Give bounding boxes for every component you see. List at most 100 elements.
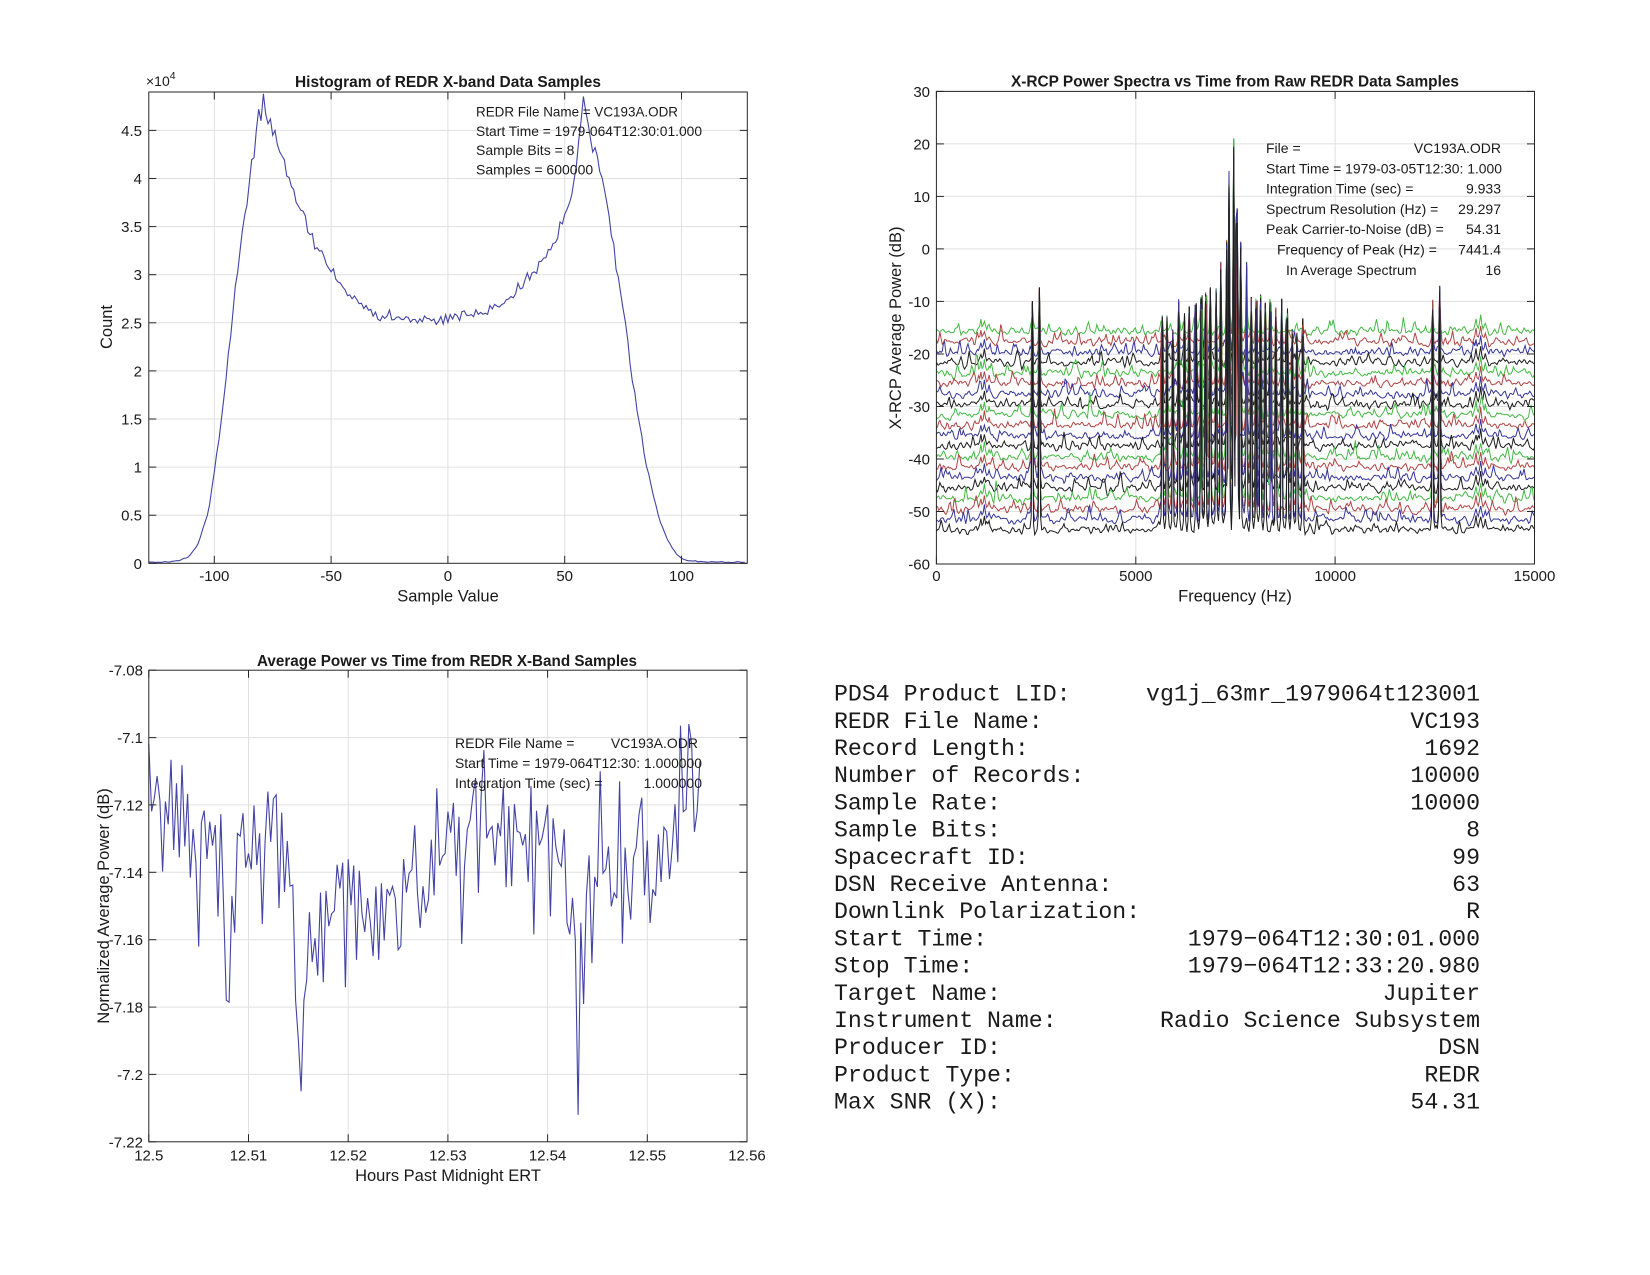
- svg-text:10: 10: [913, 189, 930, 206]
- svg-text:Count: Count: [98, 305, 116, 349]
- svg-text:100: 100: [669, 568, 694, 585]
- svg-text:Start Time = 1979-064T12:30:01: Start Time = 1979-064T12:30:01.000: [476, 123, 702, 139]
- svg-text:1: 1: [134, 460, 142, 477]
- svg-text:REDR: REDR: [1424, 1062, 1480, 1088]
- svg-text:Samples = 600000: Samples = 600000: [476, 161, 593, 177]
- svg-text:Integration Time (sec) =: Integration Time (sec) =: [455, 775, 602, 791]
- svg-text:-7.18: -7.18: [109, 1000, 143, 1017]
- svg-text:Target Name:: Target Name:: [834, 981, 1001, 1007]
- svg-text:Instrument Name:: Instrument Name:: [834, 1008, 1057, 1034]
- svg-text:10000: 10000: [1410, 790, 1480, 816]
- svg-text:54.31: 54.31: [1410, 1090, 1480, 1116]
- svg-text:12.56: 12.56: [728, 1148, 766, 1165]
- svg-text:-7.12: -7.12: [109, 797, 143, 814]
- svg-text:DSN Receive Antenna:: DSN Receive Antenna:: [834, 872, 1112, 898]
- svg-text:VC193: VC193: [1410, 709, 1480, 735]
- svg-text:Product Type:: Product Type:: [834, 1062, 1015, 1088]
- svg-text:Sample Bits:: Sample Bits:: [834, 818, 1001, 844]
- svg-text:3.5: 3.5: [121, 219, 142, 236]
- svg-text:2: 2: [134, 363, 142, 380]
- svg-text:29.297: 29.297: [1458, 201, 1501, 217]
- svg-text:Integration Time (sec) =: Integration Time (sec) =: [1266, 181, 1413, 197]
- svg-text:5000: 5000: [1119, 568, 1152, 585]
- svg-text:Normalized Average Power (dB): Normalized Average Power (dB): [95, 788, 113, 1023]
- svg-text:63: 63: [1452, 872, 1480, 898]
- svg-text:Sample Bits = 8: Sample Bits = 8: [476, 142, 575, 158]
- svg-text:-7.16: -7.16: [109, 932, 143, 949]
- svg-text:VC193A.ODR: VC193A.ODR: [611, 735, 698, 751]
- svg-text:12.54: 12.54: [529, 1148, 567, 1165]
- svg-text:-50: -50: [320, 568, 342, 585]
- svg-text:16: 16: [1485, 262, 1501, 278]
- svg-text:0: 0: [922, 241, 930, 258]
- svg-text:Record Length:: Record Length:: [834, 736, 1029, 762]
- svg-text:0: 0: [932, 568, 940, 585]
- svg-text:4: 4: [134, 171, 142, 188]
- svg-text:0.5: 0.5: [121, 508, 142, 525]
- svg-text:Radio Science Subsystem: Radio Science Subsystem: [1160, 1008, 1480, 1034]
- svg-text:DSN: DSN: [1438, 1035, 1480, 1061]
- svg-text:30: 30: [913, 84, 930, 101]
- svg-text:-10: -10: [908, 294, 930, 311]
- svg-text:-7.22: -7.22: [109, 1134, 143, 1151]
- svg-text:12.53: 12.53: [429, 1148, 467, 1165]
- svg-text:Max SNR (X):: Max SNR (X):: [834, 1090, 1001, 1116]
- svg-text:-7.1: -7.1: [117, 730, 143, 747]
- svg-text:Number of Records:: Number of Records:: [834, 763, 1084, 789]
- svg-text:R: R: [1466, 899, 1480, 925]
- svg-text:Producer ID:: Producer ID:: [834, 1035, 1001, 1061]
- svg-text:15000: 15000: [1514, 568, 1556, 585]
- svg-text:Spacecraft ID:: Spacecraft ID:: [834, 845, 1029, 871]
- svg-text:File =: File =: [1266, 140, 1301, 156]
- svg-text:-50: -50: [908, 504, 930, 521]
- svg-text:-100: -100: [199, 568, 229, 585]
- svg-text:Spectrum Resolution (Hz) =: Spectrum Resolution (Hz) =: [1266, 201, 1438, 217]
- svg-text:99: 99: [1452, 845, 1480, 871]
- svg-text:-7.14: -7.14: [109, 865, 143, 882]
- svg-text:12.5: 12.5: [134, 1148, 163, 1165]
- svg-text:REDR File Name:: REDR File Name:: [834, 709, 1043, 735]
- svg-text:12.52: 12.52: [329, 1148, 367, 1165]
- svg-text:20: 20: [913, 136, 930, 153]
- svg-text:1979−064T12:30:01.000: 1979−064T12:30:01.000: [1188, 926, 1480, 952]
- svg-text:X-RCP Power Spectra vs Time fr: X-RCP Power Spectra vs Time from Raw RED…: [1011, 74, 1459, 91]
- svg-text:7441.4: 7441.4: [1458, 242, 1501, 258]
- svg-text:50: 50: [556, 568, 573, 585]
- svg-text:4.5: 4.5: [121, 123, 142, 140]
- svg-text:Jupiter: Jupiter: [1383, 981, 1480, 1007]
- svg-text:In Average Spectrum: In Average Spectrum: [1286, 262, 1416, 278]
- svg-text:VC193A.ODR: VC193A.ODR: [1414, 140, 1501, 156]
- svg-text:Hours Past Midnight ERT: Hours Past Midnight ERT: [355, 1167, 541, 1185]
- svg-text:Average Power vs Time from RED: Average Power vs Time from REDR X-Band S…: [257, 653, 637, 670]
- svg-text:Start Time = 1979-03-05T12:30:: Start Time = 1979-03-05T12:30: 1.000: [1266, 160, 1502, 176]
- svg-text:-7.2: -7.2: [117, 1067, 143, 1084]
- svg-text:12.51: 12.51: [230, 1148, 268, 1165]
- svg-text:Frequency (Hz): Frequency (Hz): [1178, 588, 1292, 606]
- svg-text:X-RCP Average Power (dB): X-RCP Average Power (dB): [887, 227, 905, 430]
- svg-text:Start Time = 1979-064T12:30: 1: Start Time = 1979-064T12:30: 1.000000: [455, 755, 702, 771]
- svg-text:1692: 1692: [1424, 736, 1480, 762]
- svg-text:vg1j_63mr_1979064t123001: vg1j_63mr_1979064t123001: [1146, 682, 1480, 708]
- svg-text:0: 0: [444, 568, 452, 585]
- svg-text:10000: 10000: [1410, 763, 1480, 789]
- svg-text:0: 0: [134, 556, 142, 573]
- svg-text:REDR File Name =: REDR File Name =: [455, 735, 574, 751]
- svg-text:-40: -40: [908, 452, 930, 469]
- svg-text:1.000000: 1.000000: [644, 775, 703, 791]
- svg-text:2.5: 2.5: [121, 315, 142, 332]
- svg-text:-30: -30: [908, 399, 930, 416]
- svg-text:9.933: 9.933: [1466, 181, 1501, 197]
- svg-text:Sample Value: Sample Value: [397, 588, 499, 606]
- svg-text:Frequency of Peak (Hz) =: Frequency of Peak (Hz) =: [1277, 242, 1437, 258]
- svg-text:Histogram of REDR X-band Data: Histogram of REDR X-band Data Samples: [295, 74, 601, 91]
- svg-text:10000: 10000: [1314, 568, 1356, 585]
- svg-text:8: 8: [1466, 818, 1480, 844]
- svg-text:-7.08: -7.08: [109, 663, 143, 680]
- svg-text:1.5: 1.5: [121, 412, 142, 429]
- svg-text:54.31: 54.31: [1466, 221, 1501, 237]
- svg-text:12.55: 12.55: [629, 1148, 667, 1165]
- svg-text:Downlink Polarization:: Downlink Polarization:: [834, 899, 1140, 925]
- svg-text:Stop Time:: Stop Time:: [834, 954, 973, 980]
- svg-text:-60: -60: [908, 557, 930, 574]
- svg-text:PDS4 Product LID:: PDS4 Product LID:: [834, 682, 1071, 708]
